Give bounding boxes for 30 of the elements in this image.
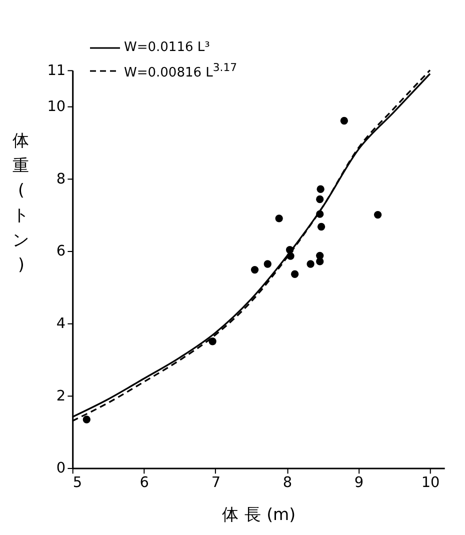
legend-label: W=0.0116 L³: [124, 39, 210, 57]
x-axis-title: 体 長 (m): [222, 505, 296, 524]
y-tick-label: 0: [56, 460, 66, 477]
point: [316, 258, 324, 266]
point: [317, 222, 326, 231]
x-tick-label: 8: [282, 475, 292, 492]
point: [374, 210, 382, 219]
x-tick-label: 7: [211, 475, 221, 492]
point: [264, 260, 272, 268]
y-tick-label: 6: [56, 244, 66, 260]
point: [275, 214, 283, 222]
y-tick-label: 11: [47, 62, 66, 79]
point: [316, 195, 324, 204]
point: [290, 270, 299, 278]
point: [306, 260, 314, 268]
x-tick-label: 6: [140, 475, 149, 492]
point: [340, 116, 348, 125]
x-tick-label: 5: [72, 475, 82, 492]
y-tick-label: 8: [56, 171, 66, 188]
y-tick-label: 4: [56, 316, 66, 332]
y-tick-label: 10: [47, 98, 66, 115]
point: [82, 416, 90, 424]
x-tick-label: 10: [421, 475, 440, 492]
point: [250, 266, 259, 274]
y-tick-label: 2: [56, 388, 66, 404]
point: [316, 185, 324, 193]
x-tick-label: 9: [354, 475, 364, 492]
point: [208, 338, 216, 346]
legend-label: W=0.00816 L$^{3.17}$: [124, 60, 238, 82]
y-axis-title: 体重(トン): [12, 131, 30, 274]
